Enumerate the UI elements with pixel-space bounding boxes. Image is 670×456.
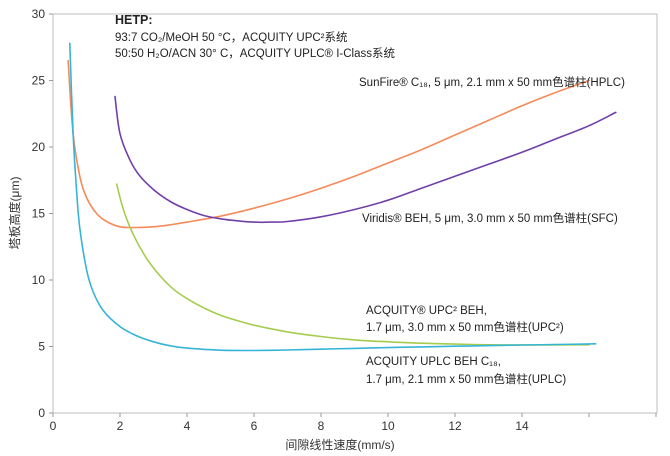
- series-label-sunfire: SunFire® C₁₈, 5 μm, 2.1 mm x 50 mm色谱柱(HP…: [359, 75, 625, 89]
- y-tick-label: 10: [32, 273, 46, 287]
- y-tick-label: 30: [32, 7, 46, 21]
- series-label-upc2-line1: ACQUITY® UPC² BEH,: [366, 305, 487, 317]
- y-tick-label: 25: [32, 74, 46, 88]
- hetp-condition-upc2: 93:7 CO₂/MeOH 50 °C，ACQUITY UPC²系统: [115, 31, 348, 44]
- x-axis-title: 间隙线性速度(mm/s): [285, 437, 394, 452]
- series-label-uplc-line1: ACQUITY UPLC BEH C₁₈,: [366, 356, 501, 368]
- series-lines: [67, 42, 617, 352]
- x-axis: 0 2 4 6 8 10 12 14: [50, 413, 657, 433]
- y-tick-label: 20: [32, 140, 46, 154]
- x-tick-label: 12: [448, 419, 462, 433]
- y-tick-label: 5: [38, 340, 45, 354]
- series-line-upc2: [115, 183, 590, 346]
- series-label-uplc-line2: 1.7 μm, 2.1 mm x 50 mm色谱柱(UPLC): [366, 372, 566, 386]
- y-axis-title: 塔板高度(μm): [7, 177, 22, 250]
- series-line-viridis-sfc: [114, 95, 617, 224]
- y-axis: 0 5 10 15 20 25 30: [32, 7, 53, 420]
- y-tick-label: 15: [32, 207, 46, 221]
- x-tick-label: 2: [117, 419, 124, 433]
- x-tick-label: 10: [381, 419, 395, 433]
- series-line-sunfire-hplc: [67, 59, 590, 229]
- x-tick-label: 14: [515, 419, 529, 433]
- series-label-viridis: Viridis® BEH, 5 μm, 3.0 mm x 50 mm色谱柱(SF…: [362, 211, 618, 225]
- x-tick-label: 0: [50, 419, 57, 433]
- x-tick-label: 8: [318, 419, 325, 433]
- hetp-condition-uplc: 50:50 H₂O/ACN 30° C，ACQUITY UPLC® I-Clas…: [115, 47, 395, 60]
- hetp-heading: HETP:: [115, 13, 153, 27]
- y-tick-label: 0: [38, 406, 45, 420]
- series-line-uplc: [69, 42, 597, 352]
- x-tick-label: 6: [251, 419, 258, 433]
- series-label-upc2-line2: 1.7 μm, 3.0 mm x 50 mm色谱柱(UPC²): [366, 320, 564, 334]
- x-tick-label: 4: [184, 419, 191, 433]
